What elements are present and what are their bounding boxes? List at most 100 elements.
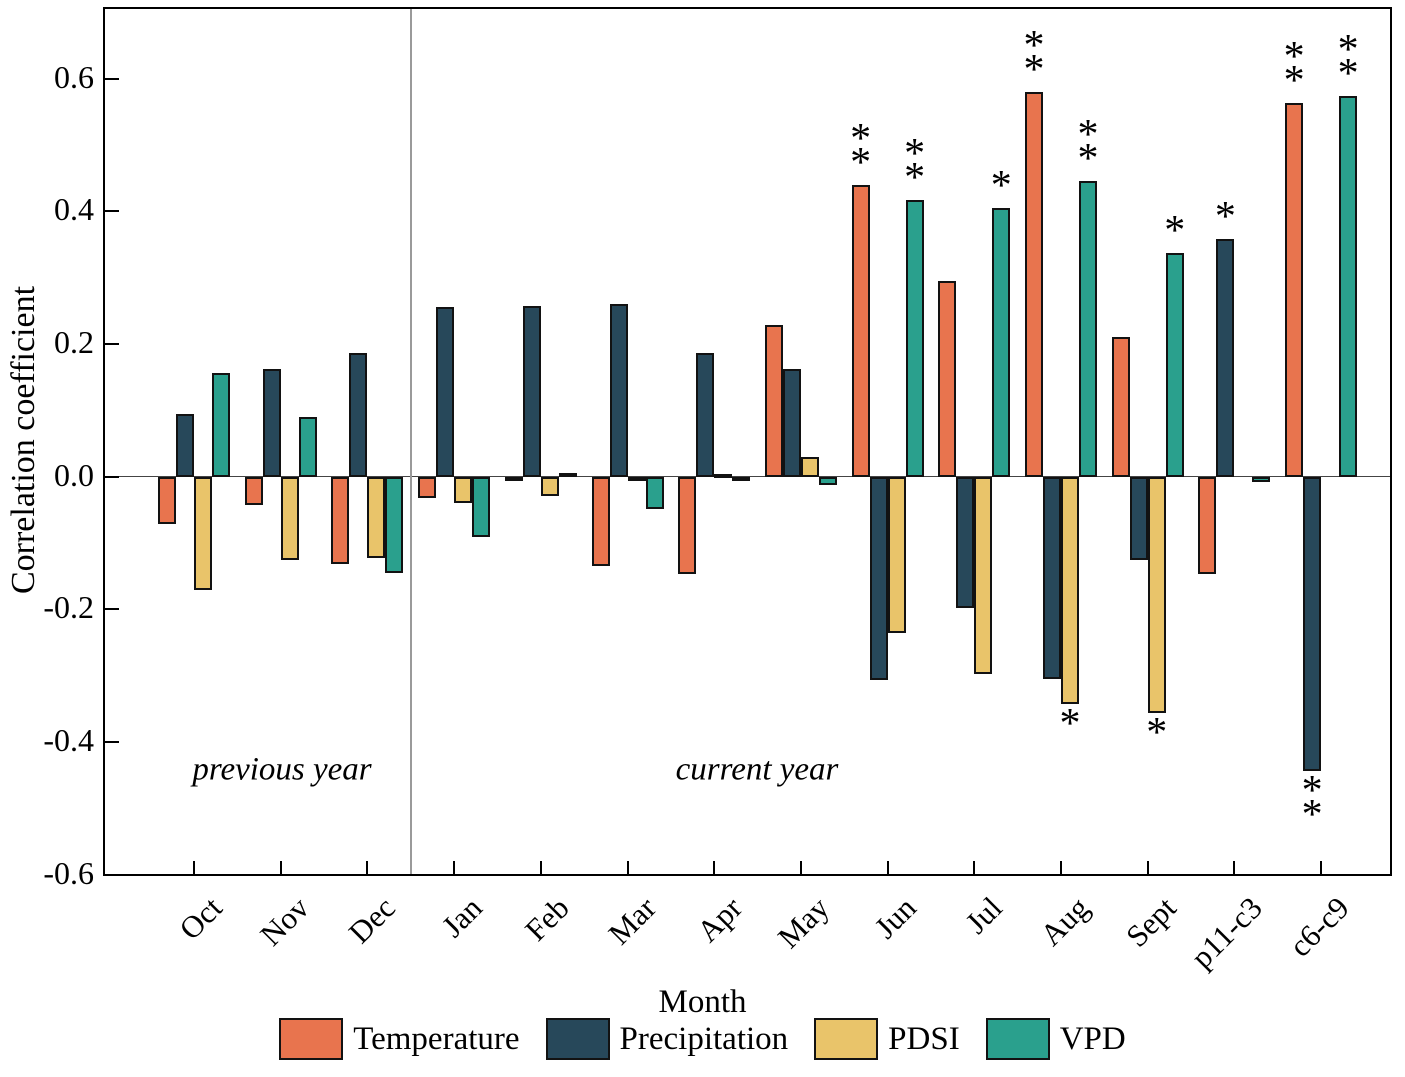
- bar-precipitation-p11-c3: [1216, 239, 1235, 477]
- asterisk: *: [1146, 709, 1168, 756]
- asterisk: *: [904, 155, 926, 202]
- legend-item-precipitation: Precipitation: [545, 1018, 788, 1060]
- bar-temperature-mar: [591, 476, 610, 567]
- asterisk: *: [1337, 50, 1359, 97]
- bar-vpd-c6-c9: [1339, 95, 1358, 477]
- x-tick-mark: [626, 861, 629, 874]
- bar-pdsi-aug: [1061, 476, 1079, 705]
- bar-temperature-jan: [418, 476, 437, 498]
- bar-temperature-may: [764, 324, 783, 477]
- bar-precipitation-nov: [262, 369, 281, 477]
- bar-vpd-feb: [558, 473, 577, 478]
- bar-temperature-p11-c3: [1198, 476, 1217, 575]
- bar-pdsi-jul: [974, 476, 993, 675]
- x-tick-label-may: May: [770, 890, 836, 955]
- bar-pdsi-sept: [1147, 476, 1166, 713]
- y-tick-mark: [105, 342, 119, 345]
- bar-vpd-p11-c3: [1252, 476, 1271, 482]
- x-tick-mark: [1233, 861, 1236, 874]
- bar-pdsi-jun: [887, 476, 906, 634]
- legend-item-temperature: Temperature: [279, 1018, 520, 1060]
- x-tick-mark: [193, 861, 195, 874]
- bar-vpd-apr: [732, 476, 751, 481]
- bar-temperature-nov: [244, 476, 263, 506]
- y-tick-label: -0.2: [43, 589, 94, 626]
- legend-label-temperature: Temperature: [353, 1021, 520, 1057]
- bar-temperature-jul: [938, 280, 957, 477]
- x-tick-mark: [799, 861, 802, 874]
- bar-pdsi-nov: [280, 476, 299, 561]
- significance-marker-vpd-jun: * *: [899, 131, 931, 202]
- bar-precipitation-feb: [522, 305, 541, 477]
- legend: Temperature Precipitation PDSI VPD: [0, 1018, 1405, 1060]
- x-tick-mark: [1320, 861, 1323, 874]
- y-tick-label: 0.6: [54, 58, 94, 95]
- y-tick-mark: [105, 210, 119, 213]
- asterisk: *: [1164, 208, 1186, 255]
- bar-temperature-feb: [504, 476, 523, 481]
- asterisk: *: [904, 131, 926, 178]
- bar-temperature-sept: [1111, 337, 1130, 477]
- legend-swatch-precipitation: [545, 1018, 610, 1060]
- bar-precipitation-may: [782, 369, 801, 477]
- significance-marker-vpd-sept: *: [1159, 208, 1191, 255]
- bar-temperature-oct: [158, 476, 176, 524]
- x-tick-label-mar: Mar: [600, 890, 663, 952]
- x-tick-label-p11-c3: p11-c3: [1184, 890, 1270, 975]
- bar-precipitation-c6-c9: [1303, 476, 1322, 772]
- bar-vpd-jun: [905, 200, 924, 477]
- x-tick-label-dec: Dec: [342, 890, 403, 951]
- bar-precipitation-aug: [1043, 476, 1061, 679]
- x-tick-label-apr: Apr: [690, 890, 749, 949]
- x-tick-mark: [366, 861, 369, 874]
- legend-swatch-temperature: [279, 1018, 344, 1060]
- bar-pdsi-mar: [627, 476, 646, 481]
- significance-marker-temperature-c6-c9: * *: [1278, 36, 1310, 102]
- bar-vpd-dec: [385, 476, 404, 573]
- x-axis-title: Month: [658, 984, 747, 1020]
- asterisk: *: [850, 139, 872, 186]
- x-tick-mark: [1060, 861, 1062, 874]
- x-tick-label-feb: Feb: [517, 890, 576, 948]
- bar-vpd-sept: [1165, 253, 1184, 477]
- x-tick-label-aug: Aug: [1033, 890, 1096, 953]
- significance-marker-pdsi-aug: *: [1054, 701, 1086, 748]
- asterisk: *: [1337, 26, 1359, 73]
- annotation-current-year: current year: [675, 751, 839, 788]
- y-tick-mark: [105, 741, 119, 743]
- y-tick-mark: [105, 873, 119, 876]
- bar-temperature-jun: [851, 184, 870, 477]
- bar-pdsi-apr: [714, 474, 733, 478]
- bar-vpd-jan: [472, 476, 491, 538]
- asterisk: *: [1301, 768, 1323, 815]
- year-divider-line: [409, 9, 412, 874]
- asterisk: *: [1059, 701, 1081, 748]
- significance-marker-precipitation-p11-c3: *: [1209, 194, 1241, 241]
- y-axis-title-area: Correlation coefficient: [2, 0, 46, 1077]
- y-tick-label: 0.0: [54, 456, 94, 493]
- bar-pdsi-feb: [540, 476, 559, 496]
- x-tick-mark: [713, 861, 716, 874]
- asterisk: *: [1214, 194, 1236, 241]
- x-tick-label-c6-c9: c6-c9: [1282, 890, 1356, 964]
- legend-label-vpd: VPD: [1059, 1021, 1126, 1057]
- bar-pdsi-oct: [194, 476, 212, 591]
- y-tick-mark: [105, 77, 119, 80]
- bar-pdsi-may: [800, 456, 819, 477]
- significance-marker-precipitation-c6-c9: * *: [1296, 768, 1328, 836]
- significance-marker-pdsi-sept: *: [1141, 709, 1173, 756]
- x-tick-mark: [453, 861, 456, 874]
- bar-precipitation-sept: [1129, 476, 1148, 560]
- x-tick-label-jul: Jul: [958, 890, 1010, 941]
- x-tick-label-nov: Nov: [252, 890, 316, 953]
- bar-precipitation-jul: [956, 476, 975, 608]
- x-tick-label-oct: Oct: [172, 890, 229, 947]
- legend-item-pdsi: PDSI: [814, 1018, 960, 1060]
- asterisk: *: [1023, 22, 1045, 69]
- bar-pdsi-jan: [454, 476, 473, 503]
- y-tick-mark: [105, 475, 119, 478]
- y-tick-label: -0.4: [43, 722, 94, 758]
- bar-temperature-apr: [678, 476, 697, 575]
- bar-vpd-aug: [1079, 181, 1097, 477]
- x-tick-mark: [973, 861, 976, 874]
